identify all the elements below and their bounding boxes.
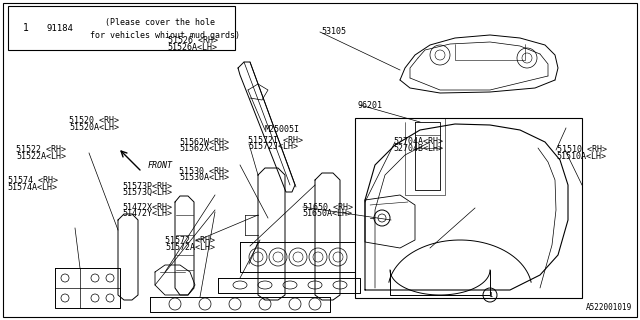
- Text: 51572A<LH>: 51572A<LH>: [165, 243, 215, 252]
- Text: 51574 <RH>: 51574 <RH>: [8, 176, 58, 185]
- Bar: [355, 118, 582, 298]
- Text: 52704B<LH>: 52704B<LH>: [393, 144, 443, 153]
- Text: 51574A<LH>: 51574A<LH>: [8, 183, 58, 192]
- Text: 51573P<RH>: 51573P<RH>: [123, 182, 173, 191]
- Text: 51573Q<LH>: 51573Q<LH>: [123, 188, 173, 197]
- Text: 51650 <RH>: 51650 <RH>: [303, 203, 353, 212]
- Text: 51472X<RH>: 51472X<RH>: [123, 203, 173, 212]
- Text: 52704A<RH>: 52704A<RH>: [393, 137, 443, 146]
- Text: 51522 <RH>: 51522 <RH>: [16, 145, 66, 154]
- Text: 51572I <RH>: 51572I <RH>: [248, 136, 303, 145]
- Text: 51472Y<LH>: 51472Y<LH>: [123, 209, 173, 218]
- Text: 51530A<LH>: 51530A<LH>: [179, 173, 229, 182]
- Text: 1: 1: [23, 23, 29, 33]
- Text: 53105: 53105: [321, 27, 346, 36]
- Text: (Please cover the hole: (Please cover the hole: [105, 18, 215, 27]
- Text: 51530 <RH>: 51530 <RH>: [179, 167, 229, 176]
- Text: 96201: 96201: [357, 101, 382, 110]
- Text: 51526 <RH>: 51526 <RH>: [168, 36, 218, 45]
- Text: 51520 <RH>: 51520 <RH>: [69, 116, 119, 125]
- Text: 1: 1: [488, 292, 492, 298]
- Text: 51526A<LH>: 51526A<LH>: [168, 43, 218, 52]
- Text: FRONT: FRONT: [148, 161, 173, 170]
- Text: A522001019: A522001019: [586, 303, 632, 312]
- Text: 51650A<LH>: 51650A<LH>: [303, 209, 353, 218]
- Text: 51572 <RH>: 51572 <RH>: [165, 236, 215, 245]
- Text: 51520A<LH>: 51520A<LH>: [69, 123, 119, 132]
- Text: M25005I: M25005I: [265, 125, 300, 134]
- Text: 51510A<LH>: 51510A<LH>: [557, 152, 607, 161]
- Text: 51510 <RH>: 51510 <RH>: [557, 145, 607, 154]
- Text: 51562X<LH>: 51562X<LH>: [179, 144, 229, 153]
- Bar: [8, 6, 235, 50]
- Text: 51522A<LH>: 51522A<LH>: [16, 152, 66, 161]
- Text: 51572J<LH>: 51572J<LH>: [248, 142, 298, 151]
- Text: 91184: 91184: [47, 23, 74, 33]
- Text: for vehicles whiout mud gards): for vehicles whiout mud gards): [80, 30, 240, 39]
- Text: 51562W<RH>: 51562W<RH>: [179, 138, 229, 147]
